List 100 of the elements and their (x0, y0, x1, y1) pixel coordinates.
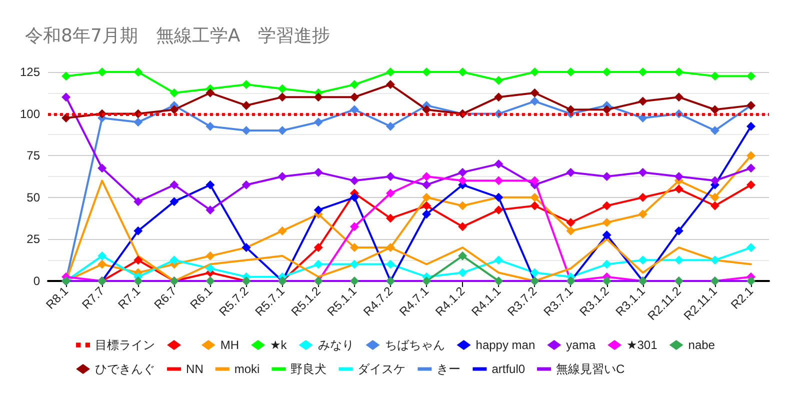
point (206, 122, 215, 131)
point (170, 180, 179, 190)
point (638, 168, 648, 177)
point (350, 176, 359, 186)
legend-label: ★k (270, 338, 288, 352)
legend-label: 無線見習いC (556, 362, 626, 376)
point (314, 168, 323, 177)
point (458, 268, 468, 278)
point (386, 260, 395, 269)
point (206, 180, 215, 190)
point (386, 214, 395, 223)
point (350, 276, 359, 286)
legend-label: ダイスケ (358, 362, 406, 376)
point (278, 84, 287, 94)
point (278, 172, 287, 181)
point (458, 222, 468, 232)
point (134, 197, 143, 206)
point (530, 201, 540, 210)
point (422, 180, 432, 190)
point (494, 76, 504, 85)
point (602, 172, 612, 181)
point (458, 251, 468, 260)
point (386, 188, 395, 198)
point (98, 164, 107, 173)
point (710, 105, 720, 114)
point (242, 180, 251, 190)
point (422, 192, 432, 202)
point (350, 92, 359, 102)
point (674, 92, 684, 102)
point (206, 88, 215, 98)
point (242, 126, 251, 136)
point (422, 172, 432, 181)
point (530, 88, 540, 98)
point (422, 201, 432, 210)
point (134, 68, 143, 76)
point (170, 256, 179, 265)
point (458, 68, 468, 76)
point (602, 276, 612, 286)
legend-label: ★301 (626, 338, 658, 352)
point (98, 260, 107, 269)
point (350, 105, 359, 114)
point (134, 256, 143, 265)
point (386, 68, 395, 76)
point (242, 80, 251, 90)
point (602, 105, 612, 114)
legend-label: nabe (688, 338, 716, 352)
point (602, 68, 612, 76)
point (170, 88, 179, 98)
legend-label: NN (186, 362, 204, 376)
point (278, 92, 287, 102)
y-tick-label: 100 (20, 106, 40, 121)
y-tick-label: 25 (26, 232, 40, 246)
point (206, 264, 215, 273)
point (350, 260, 359, 269)
point (422, 210, 432, 219)
point (674, 256, 684, 265)
point (278, 226, 287, 236)
point (674, 68, 684, 76)
point (674, 172, 684, 181)
point (746, 122, 756, 131)
point (350, 222, 359, 232)
point (638, 210, 648, 219)
legend-label: ちばちゃん (384, 338, 445, 352)
y-tick-label: 0 (33, 274, 40, 288)
legend-label: happy man (476, 338, 536, 352)
point (602, 218, 612, 227)
point (638, 68, 648, 76)
point (278, 126, 287, 136)
point (206, 205, 215, 214)
point (62, 113, 71, 122)
point (566, 218, 576, 227)
point (530, 192, 540, 202)
point (638, 192, 648, 202)
point (134, 226, 143, 236)
legend-label: きー (436, 362, 461, 376)
point (458, 168, 468, 177)
y-tick-label: 125 (20, 65, 40, 79)
point (422, 105, 432, 114)
point (350, 243, 359, 252)
point (62, 92, 71, 102)
point (494, 176, 504, 186)
point (746, 276, 756, 286)
point (710, 126, 720, 136)
point (494, 92, 504, 102)
legend-label: MH (220, 338, 240, 352)
point (314, 92, 323, 102)
point (638, 256, 648, 265)
point (674, 184, 684, 194)
point (458, 201, 468, 210)
point (566, 226, 576, 236)
point (170, 105, 179, 114)
point (602, 201, 612, 210)
point (530, 96, 540, 106)
legend-label: みなり (318, 338, 354, 352)
point (710, 256, 720, 265)
point (566, 105, 576, 114)
point (710, 192, 720, 202)
point (602, 260, 612, 269)
point (386, 122, 395, 131)
point (386, 172, 395, 181)
